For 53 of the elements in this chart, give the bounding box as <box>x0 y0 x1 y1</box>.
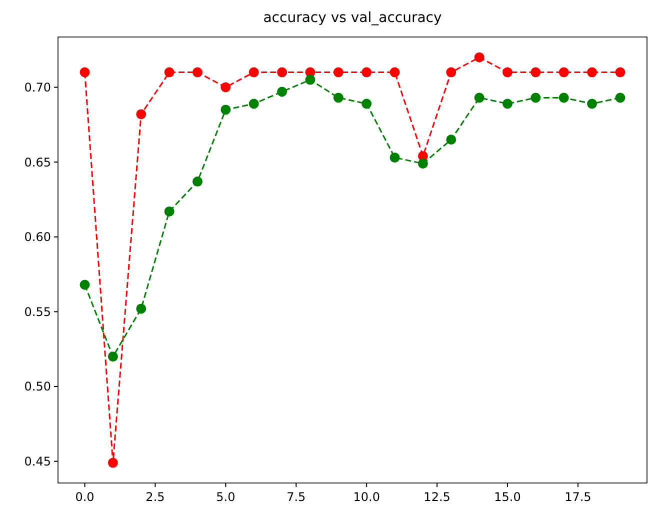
point <box>587 67 598 78</box>
x-tick-label: 5.0 <box>216 490 236 504</box>
point <box>615 92 626 103</box>
point <box>108 352 118 362</box>
point <box>530 67 541 78</box>
y-tick-label: 0.55 <box>24 304 51 319</box>
point <box>530 92 541 103</box>
x-tick-label: 17.5 <box>564 490 592 504</box>
point <box>333 92 344 103</box>
chart-title: accuracy vs val_accuracy <box>263 10 442 26</box>
point <box>362 98 372 109</box>
x-tick-label: 10.0 <box>353 490 380 504</box>
point <box>502 98 512 109</box>
x-tick-label: 15.0 <box>494 490 521 504</box>
point <box>502 67 512 78</box>
point <box>80 67 90 78</box>
point <box>390 67 400 78</box>
point <box>446 134 456 145</box>
point <box>192 67 202 78</box>
point <box>474 92 484 103</box>
point <box>80 280 90 290</box>
point <box>192 176 202 187</box>
point <box>333 67 344 78</box>
point <box>248 67 259 78</box>
point <box>474 52 484 62</box>
point <box>164 67 174 78</box>
point <box>390 152 400 163</box>
y-tick-label: 0.45 <box>24 454 51 469</box>
point <box>277 86 288 97</box>
x-tick-label: 7.5 <box>286 490 306 504</box>
point <box>277 67 288 78</box>
x-tick-label: 0.0 <box>75 490 94 504</box>
point <box>108 458 118 468</box>
point <box>136 109 146 120</box>
point <box>305 74 316 85</box>
point <box>362 67 372 78</box>
point <box>220 104 231 115</box>
point <box>446 67 456 78</box>
point <box>558 67 569 78</box>
y-tick-label: 0.60 <box>24 230 51 244</box>
point <box>136 304 146 314</box>
point <box>418 158 428 169</box>
y-tick-label: 0.50 <box>24 380 51 394</box>
point <box>164 206 174 216</box>
x-tick-label: 12.5 <box>424 490 450 504</box>
point <box>248 98 259 109</box>
y-tick-label: 0.70 <box>24 80 51 94</box>
point <box>220 82 231 92</box>
y-tick-label: 0.65 <box>24 155 51 170</box>
point <box>615 67 626 78</box>
point <box>587 98 598 109</box>
x-tick-label: 2.5 <box>146 490 165 504</box>
point <box>558 92 569 103</box>
